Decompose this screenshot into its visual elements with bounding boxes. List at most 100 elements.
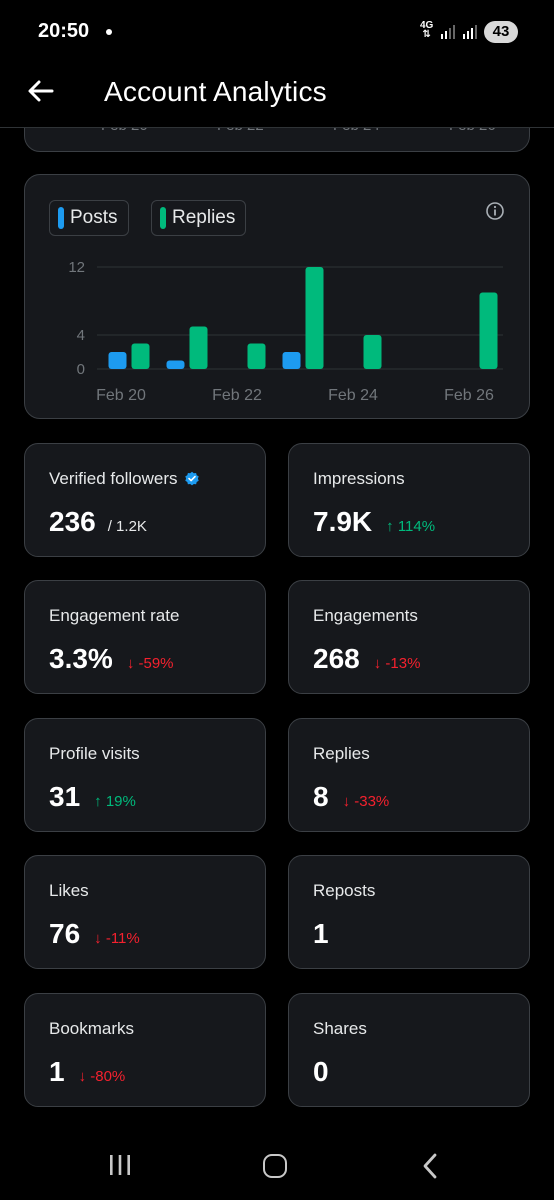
posts-swatch	[58, 207, 64, 229]
nav-back-icon[interactable]	[420, 1152, 440, 1180]
stat-label-text: Engagement rate	[49, 606, 180, 625]
stat-card[interactable]: Profile visits 31 ↑ 19%	[24, 718, 266, 832]
stat-value-row: 0	[313, 1056, 329, 1088]
stat-value: 3.3%	[49, 643, 113, 674]
stat-value: 1	[313, 918, 329, 949]
bar-chart: 0 4 12 Feb 20 Feb 22 Feb 24 Feb 26	[68, 259, 503, 404]
legend-replies-label: Replies	[172, 207, 236, 228]
legend-posts-label: Posts	[70, 207, 118, 228]
bar-posts[interactable]	[166, 360, 185, 370]
stat-change-value: -33%	[354, 793, 390, 810]
arrow-down-icon: ↓	[342, 793, 355, 810]
replies-swatch	[160, 207, 166, 229]
stat-card[interactable]: Reposts 1	[288, 855, 530, 969]
bar-replies[interactable]	[189, 326, 208, 370]
stat-change-value: -11%	[105, 930, 140, 947]
stat-card[interactable]: Engagement rate 3.3% ↓ -59%	[24, 580, 266, 694]
stat-card[interactable]: Likes 76 ↓ -11%	[24, 855, 266, 969]
x-tick-label: Feb 24	[328, 387, 378, 404]
stat-value-row: 1 ↓ -80%	[49, 1056, 125, 1088]
battery-indicator: 43	[484, 21, 518, 43]
bar-replies[interactable]	[247, 343, 266, 370]
stat-label-text: Shares	[313, 1019, 367, 1038]
recent-apps-icon[interactable]	[108, 1154, 132, 1176]
legend-posts[interactable]: Posts	[49, 200, 129, 236]
network-indicator: 4G ⇅	[420, 20, 434, 40]
stat-value: 0	[313, 1056, 329, 1087]
back-arrow-icon[interactable]	[26, 76, 56, 106]
stat-change: ↑ 19%	[94, 793, 136, 810]
arrow-down-icon: ↓	[78, 1068, 91, 1085]
info-icon[interactable]	[485, 201, 505, 221]
stat-label: Engagements	[313, 606, 418, 626]
stat-label-text: Reposts	[313, 881, 376, 900]
stat-change-value: -59%	[138, 655, 174, 672]
stat-change: ↓ -13%	[374, 655, 421, 672]
stat-label: Profile visits	[49, 744, 140, 764]
stat-label-text: Replies	[313, 744, 370, 763]
system-nav-bar	[0, 1130, 554, 1200]
stat-card[interactable]: Shares 0	[288, 993, 530, 1107]
home-icon[interactable]	[263, 1154, 287, 1178]
stat-label-text: Bookmarks	[49, 1019, 135, 1038]
stat-card[interactable]: Replies 8 ↓ -33%	[288, 718, 530, 832]
stat-value: 236	[49, 506, 96, 537]
y-tick-label: 12	[68, 259, 85, 276]
stat-label: Verified followers	[49, 469, 200, 489]
arrow-down-icon: ↓	[373, 655, 386, 672]
stat-label: Likes	[49, 881, 89, 901]
bar-replies[interactable]	[363, 335, 382, 369]
signal-icon-2	[463, 25, 477, 39]
stat-change: ↓ -80%	[79, 1068, 126, 1085]
stat-card[interactable]: Verified followers 236 / 1.2K	[24, 443, 266, 557]
stat-label-text: Impressions	[313, 469, 405, 488]
stat-label-text: Engagements	[313, 606, 418, 625]
stat-total: / 1.2K	[107, 518, 147, 535]
verified-badge-icon	[184, 471, 199, 486]
stat-value-row: 3.3% ↓ -59%	[49, 643, 174, 675]
replies-posts-chart-card: Posts Replies 0 4 12 Feb 20 Feb 22 Feb 24 Feb …	[24, 174, 530, 419]
stat-value: 7.9K	[313, 506, 373, 537]
stat-value-row: 236 / 1.2K	[49, 506, 147, 538]
x-tick-label: Feb 26	[444, 387, 494, 404]
stat-change-value: -13%	[385, 655, 421, 672]
notification-dot	[106, 29, 112, 35]
bar-posts[interactable]	[282, 352, 301, 369]
stat-label: Shares	[313, 1019, 367, 1039]
arrow-up-icon: ↑	[94, 793, 106, 810]
arrow-down-icon: ↓	[94, 930, 106, 947]
stat-card[interactable]: Impressions 7.9K ↑ 114%	[288, 443, 530, 557]
status-time: 20:50	[38, 20, 90, 42]
bar-replies[interactable]	[305, 267, 324, 369]
arrow-down-icon: ↓	[126, 655, 139, 672]
stat-label: Engagement rate	[49, 606, 179, 626]
stat-label: Impressions	[313, 469, 405, 489]
stat-card[interactable]: Engagements 268 ↓ -13%	[288, 580, 530, 694]
stat-value-row: 31 ↑ 19%	[49, 781, 136, 813]
y-tick-label: 0	[77, 361, 85, 378]
stat-change: ↓ -11%	[94, 930, 140, 947]
stat-value-row: 268 ↓ -13%	[313, 643, 420, 675]
stat-label: Reposts	[313, 881, 375, 901]
signal-icon	[441, 25, 455, 39]
bar-replies[interactable]	[479, 292, 498, 370]
stat-change: ↑ 114%	[386, 518, 435, 535]
legend-replies[interactable]: Replies	[151, 200, 247, 236]
stat-change-value: 114%	[397, 518, 436, 535]
stat-change: ↓ -59%	[127, 655, 174, 672]
stat-value-row: 7.9K ↑ 114%	[313, 506, 435, 538]
stat-value: 76	[49, 918, 81, 949]
app-header: Account Analytics	[0, 64, 554, 128]
stat-label-text: Verified followers	[49, 469, 178, 488]
x-tick-label: Feb 22	[212, 387, 262, 404]
stat-label: Replies	[313, 744, 370, 764]
stat-value-row: 76 ↓ -11%	[49, 918, 140, 950]
stat-value: 268	[313, 643, 360, 674]
stat-label-text: Profile visits	[49, 744, 140, 763]
bar-posts[interactable]	[108, 352, 127, 369]
stat-value-row: 1	[313, 918, 329, 950]
stat-value: 1	[49, 1056, 65, 1087]
bar-replies[interactable]	[131, 343, 150, 370]
stat-card[interactable]: Bookmarks 1 ↓ -80%	[24, 993, 266, 1107]
arrow-up-icon: ↑	[386, 518, 398, 535]
